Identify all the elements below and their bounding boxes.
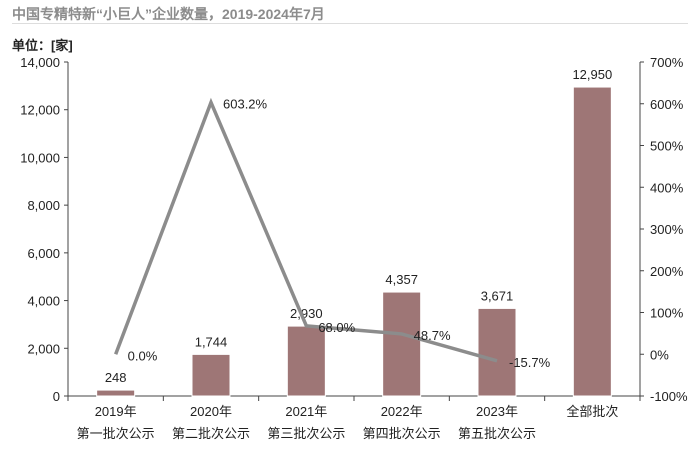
line-label: 68.0% (318, 320, 355, 335)
bar (572, 86, 612, 397)
right-tick-label: 0% (650, 347, 669, 362)
bar (191, 353, 231, 397)
left-tick-label: 0 (53, 389, 60, 404)
x-label-year: 2021年 (285, 404, 327, 419)
line-label: 48.7% (414, 328, 451, 343)
bar (382, 291, 422, 397)
line-label: 603.2% (223, 96, 268, 111)
left-tick-label: 2,000 (27, 341, 60, 356)
x-label-batch: 第四批次公示 (363, 426, 441, 441)
line-label: 0.0% (128, 348, 158, 363)
bar-label: 12,950 (572, 67, 612, 82)
unit-label: 单位：[家] (12, 38, 73, 53)
x-label-batch: 第三批次公示 (267, 426, 345, 441)
x-label-year: 全部批次 (566, 404, 618, 419)
right-tick-label: -100% (650, 389, 688, 404)
right-tick-label: 700% (650, 55, 684, 70)
growth-line (114, 97, 498, 363)
bar-label: 2,930 (290, 306, 323, 321)
right-tick-label: 200% (650, 264, 684, 279)
bar (286, 325, 326, 397)
right-tick-label: 300% (650, 222, 684, 237)
bar (96, 389, 136, 397)
left-tick-label: 6,000 (27, 246, 60, 261)
left-tick-label: 12,000 (20, 103, 60, 118)
title-divider (12, 23, 688, 24)
line-label: -15.7% (509, 355, 551, 370)
left-tick-label: 14,000 (20, 55, 60, 70)
bar-label: 248 (105, 370, 127, 385)
x-label-batch: 第五批次公示 (458, 426, 536, 441)
x-label-year: 2022年 (381, 404, 423, 419)
x-label-year: 2023年 (476, 404, 518, 419)
bar-label: 4,357 (385, 272, 418, 287)
x-label-batch: 第一批次公示 (77, 426, 155, 441)
bar-label: 3,671 (481, 288, 514, 303)
right-tick-label: 100% (650, 306, 684, 321)
left-tick-label: 8,000 (27, 198, 60, 213)
bar (477, 307, 517, 397)
right-tick-label: 400% (650, 180, 684, 195)
x-label-year: 2019年 (95, 404, 137, 419)
right-tick-label: 600% (650, 97, 684, 112)
x-label-batch: 第二批次公示 (172, 426, 250, 441)
left-tick-label: 10,000 (20, 150, 60, 165)
bar-label: 1,744 (195, 334, 228, 349)
right-tick-label: 500% (650, 139, 684, 154)
left-tick-label: 4,000 (27, 294, 60, 309)
x-label-year: 2020年 (190, 404, 232, 419)
chart-title: 中国专精特新“小巨人”企业数量，2019-2024年7月 (12, 6, 325, 22)
